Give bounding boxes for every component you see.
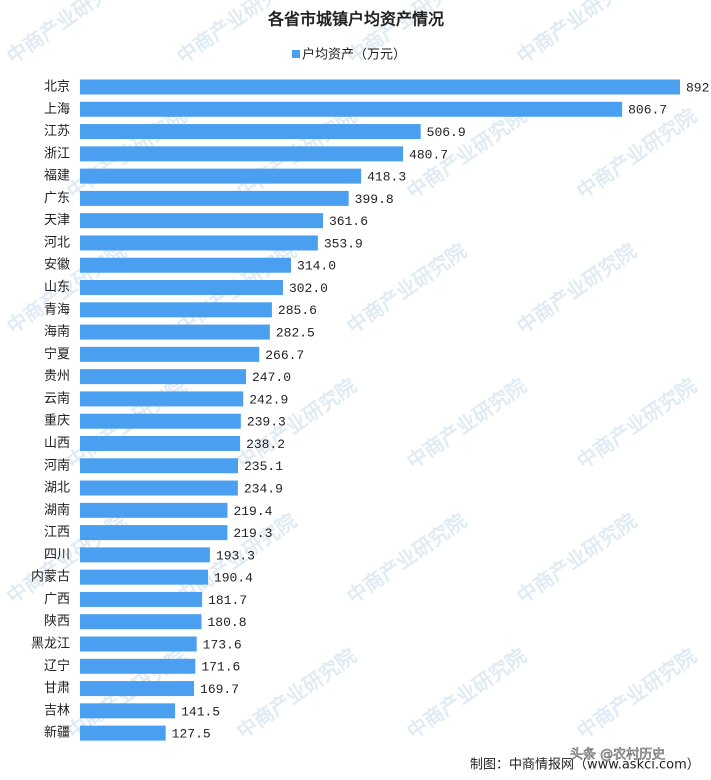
y-tick-label: 安徽 <box>44 258 70 273</box>
bar <box>80 257 292 273</box>
value-label: 127.5 <box>172 727 211 742</box>
overlay-text: 头条 @农村历史 <box>570 747 665 763</box>
bar <box>80 525 228 541</box>
value-label: 282.5 <box>276 326 315 341</box>
y-tick-label: 江苏 <box>44 123 70 139</box>
bar <box>80 458 238 474</box>
y-tick-label: 黑龙江 <box>31 637 70 652</box>
value-label: 302.0 <box>289 281 328 296</box>
value-label: 235.1 <box>244 459 283 474</box>
y-tick-label: 四川 <box>44 547 70 562</box>
bar <box>80 101 623 117</box>
value-label: 480.7 <box>409 147 448 162</box>
y-tick-label: 吉林 <box>44 703 70 718</box>
y-tick-label: 山西 <box>44 436 70 451</box>
y-tick-label: 陕西 <box>44 614 70 629</box>
legend-label: 户均资产（万元） <box>302 47 406 63</box>
y-tick-label: 辽宁 <box>44 658 70 674</box>
bar <box>80 547 210 563</box>
value-label: 173.6 <box>203 637 242 652</box>
y-tick-label: 河南 <box>44 457 70 473</box>
bar <box>80 235 318 251</box>
value-label: 242.9 <box>249 392 288 407</box>
value-label: 418.3 <box>367 170 406 185</box>
value-label: 169.7 <box>200 682 239 697</box>
value-label: 239.3 <box>247 415 286 430</box>
y-tick-label: 河北 <box>44 235 70 250</box>
bar <box>80 703 176 719</box>
bar <box>80 636 197 652</box>
bar <box>80 725 166 741</box>
y-tick-label: 广东 <box>44 191 70 206</box>
bar <box>80 391 244 407</box>
y-tick-label: 海南 <box>44 324 70 340</box>
value-label: 399.8 <box>355 192 394 207</box>
bar <box>80 614 202 630</box>
y-tick-label: 山东 <box>44 280 70 295</box>
value-label: 361.6 <box>329 214 368 229</box>
bar <box>80 168 362 184</box>
y-tick-label: 内蒙古 <box>31 569 70 585</box>
value-label: 219.3 <box>233 526 272 541</box>
bar <box>80 302 272 318</box>
y-tick-label: 上海 <box>44 102 70 117</box>
bar <box>80 480 238 496</box>
bar <box>80 369 246 385</box>
value-label: 314.0 <box>297 259 336 274</box>
value-label: 190.4 <box>214 571 253 586</box>
value-label: 506.9 <box>427 125 466 140</box>
value-label: 247.0 <box>252 370 291 385</box>
bar <box>80 569 208 585</box>
y-tick-label: 天津 <box>44 213 70 228</box>
chart-title: 各省市城镇户均资产情况 <box>267 10 444 29</box>
bar <box>80 213 324 229</box>
y-tick-label: 青海 <box>44 302 70 317</box>
value-label: 892.8 <box>686 80 711 95</box>
y-tick-label: 江西 <box>44 525 70 540</box>
bar <box>80 324 270 340</box>
bar <box>80 435 241 451</box>
value-label: 234.9 <box>244 481 283 496</box>
bar <box>80 346 260 362</box>
y-tick-label: 湖北 <box>44 481 70 496</box>
value-label: 171.6 <box>201 660 240 675</box>
value-label: 266.7 <box>265 348 304 363</box>
y-tick-label: 甘肃 <box>44 681 70 696</box>
bar <box>80 280 283 296</box>
bar <box>80 658 196 674</box>
source: 制图：中商情报网（www.askci.com） <box>470 758 700 773</box>
y-tick-label: 宁夏 <box>44 346 70 362</box>
bar <box>80 146 404 162</box>
bar <box>80 190 349 206</box>
y-tick-label: 福建 <box>44 169 70 184</box>
value-label: 806.7 <box>628 103 667 118</box>
y-tick-label: 北京 <box>44 80 70 95</box>
value-label: 285.6 <box>278 303 317 318</box>
value-label: 238.2 <box>246 437 285 452</box>
value-label: 193.3 <box>216 548 255 563</box>
value-label: 180.8 <box>208 615 247 630</box>
legend-swatch <box>292 50 300 58</box>
y-tick-label: 新疆 <box>44 725 70 741</box>
y-tick-label: 广西 <box>44 592 70 607</box>
value-label: 181.7 <box>208 593 247 608</box>
bar <box>80 681 195 697</box>
value-label: 353.9 <box>324 236 363 251</box>
bar <box>80 502 228 518</box>
value-label: 219.4 <box>233 504 272 519</box>
value-label: 141.5 <box>181 704 220 719</box>
bar <box>80 79 680 95</box>
bar <box>80 124 421 140</box>
bar <box>80 413 241 429</box>
y-tick-label: 贵州 <box>44 369 70 384</box>
y-tick-label: 浙江 <box>44 146 70 161</box>
y-tick-label: 云南 <box>44 390 70 406</box>
y-tick-label: 湖南 <box>44 502 70 518</box>
bar <box>80 591 203 607</box>
y-tick-label: 重庆 <box>44 413 70 429</box>
